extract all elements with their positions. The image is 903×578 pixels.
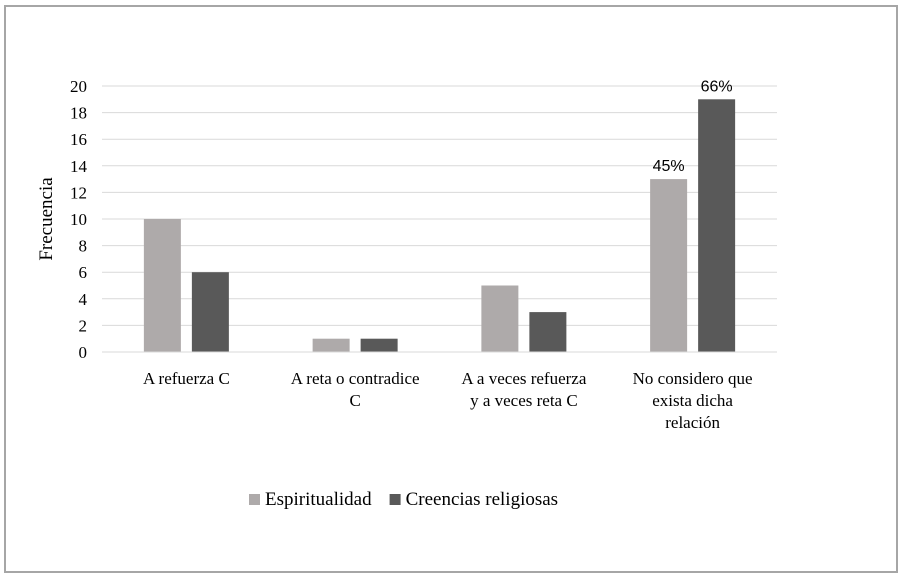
y-tick-label: 8 bbox=[79, 237, 88, 256]
legend-swatch bbox=[249, 494, 260, 505]
data-labels: 45% 66% bbox=[653, 78, 733, 175]
bar-creencias-religiosas bbox=[529, 312, 567, 352]
category-label: y a veces reta C bbox=[470, 391, 578, 410]
legend-item[interactable]: Espiritualidad bbox=[249, 489, 372, 510]
bar-espiritualidad bbox=[312, 338, 350, 352]
legend-label: Espiritualidad bbox=[265, 489, 372, 510]
category-label: A refuerza C bbox=[143, 369, 230, 388]
bar-creencias-religiosas bbox=[191, 272, 229, 352]
data-label: 66% bbox=[701, 78, 733, 95]
y-tick-label: 14 bbox=[70, 157, 88, 176]
y-tick-label: 2 bbox=[79, 316, 88, 335]
bar-creencias-religiosas bbox=[360, 338, 398, 352]
category-label: A reta o contradice bbox=[291, 369, 420, 388]
category-label: No considero que bbox=[633, 369, 753, 388]
y-tick-label: 10 bbox=[70, 210, 87, 229]
category-label: A a veces refuerza bbox=[461, 369, 587, 388]
y-tick-label: 12 bbox=[70, 183, 87, 202]
category-label: C bbox=[349, 391, 360, 410]
y-tick-label: 16 bbox=[70, 130, 87, 149]
category-label: exista dicha bbox=[652, 391, 733, 410]
legend-label: Creencias religiosas bbox=[406, 489, 558, 510]
category-labels: A refuerza C A reta o contradice C A a vece… bbox=[143, 369, 753, 432]
bars bbox=[143, 99, 736, 352]
category-label: relación bbox=[665, 413, 720, 432]
bar-espiritualidad bbox=[650, 179, 688, 352]
legend-swatch bbox=[389, 494, 401, 505]
y-axis-ticks: 0 2 4 6 8 10 12 14 16 18 20 bbox=[70, 77, 88, 362]
y-tick-label: 0 bbox=[79, 343, 88, 362]
y-tick-label: 18 bbox=[70, 104, 87, 123]
y-tick-label: 4 bbox=[79, 290, 88, 309]
y-tick-label: 6 bbox=[79, 263, 88, 282]
y-tick-label: 20 bbox=[70, 77, 87, 96]
legend-item[interactable]: Creencias religiosas bbox=[389, 489, 558, 510]
legend[interactable]: Espiritualidad Creencias religiosas bbox=[249, 489, 558, 510]
y-axis-label: Frecuencia bbox=[36, 177, 57, 261]
data-label: 45% bbox=[653, 158, 685, 175]
bar-creencias-religiosas bbox=[698, 99, 736, 352]
bar-espiritualidad bbox=[143, 219, 181, 352]
bar-espiritualidad bbox=[481, 285, 519, 352]
